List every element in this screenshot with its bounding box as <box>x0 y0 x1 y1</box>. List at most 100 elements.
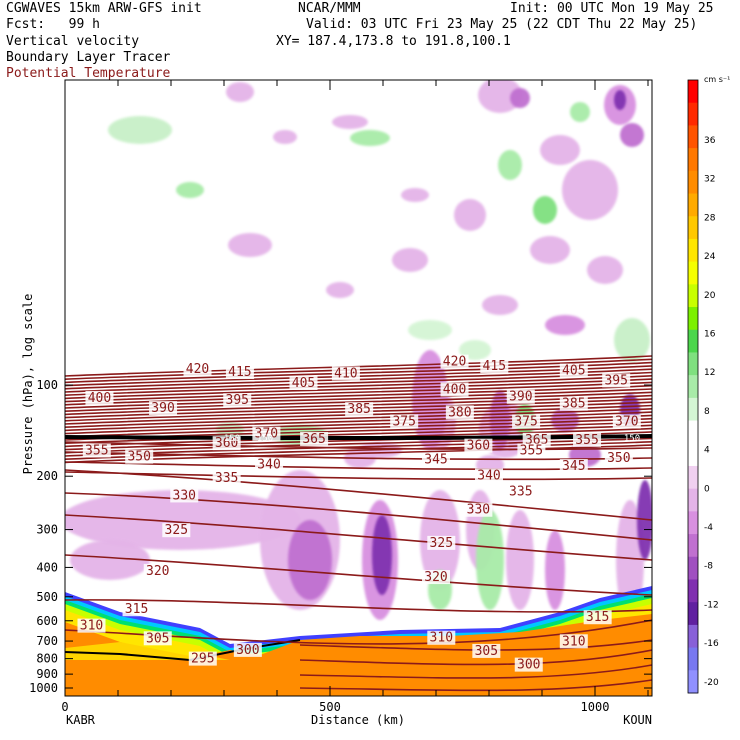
theta-label-bg <box>440 382 469 397</box>
theta-contour <box>299 649 652 666</box>
theta-label: 370 <box>255 427 278 442</box>
theta-label: 325 <box>165 523 188 538</box>
theta-contour <box>65 514 652 561</box>
theta-label: 335 <box>509 484 532 499</box>
w-field-cell <box>401 188 429 202</box>
colorbar-unit: cm s⁻¹ <box>704 75 730 84</box>
theta-label: 355 <box>85 443 108 458</box>
theta-label-bg <box>602 373 631 388</box>
theta-label: 350 <box>127 450 150 465</box>
header-init: Init: 00 UTC Mon 19 May 25 <box>510 1 714 16</box>
colorbar-tick-label: 0 <box>704 484 710 494</box>
theta-contour <box>65 492 652 541</box>
theta-label: 315 <box>586 610 609 625</box>
w-field-cell <box>108 116 172 144</box>
w-field-cell <box>288 520 332 600</box>
w-field-cell <box>326 282 354 298</box>
colorbar-swatch <box>688 579 698 603</box>
theta-label: 415 <box>483 359 506 374</box>
theta-label: 305 <box>146 631 169 646</box>
theta-label: 350 <box>607 451 630 466</box>
theta-contour <box>65 378 652 400</box>
colorbar-swatch <box>688 170 698 195</box>
theta-label-bg <box>212 436 241 451</box>
theta-label-bg <box>522 432 551 447</box>
theta-label-bg <box>162 523 191 538</box>
w-field-cell <box>614 318 650 362</box>
theta-contour <box>65 469 652 521</box>
colorbar-swatch <box>688 602 698 626</box>
theta-label-bg <box>223 393 252 408</box>
colorbar-tick-label: -8 <box>704 562 713 572</box>
theta-contour <box>299 679 652 692</box>
header-field-vertical-velocity: Vertical velocity <box>6 34 140 49</box>
theta-label: 310 <box>80 619 103 634</box>
w-field-cell <box>498 150 522 180</box>
header-model: CGWAVES 15km ARW-GFS init <box>6 1 202 16</box>
colorbar-tick-label: -4 <box>704 523 713 533</box>
theta-label: 300 <box>517 658 540 673</box>
w-field-cell <box>350 130 390 146</box>
theta-label-bg <box>559 363 588 378</box>
theta-label-bg <box>390 414 419 429</box>
tracer-layer <box>65 642 230 660</box>
colorbar-tick-label: 32 <box>704 175 715 185</box>
colorbar-swatch <box>688 80 698 104</box>
header-field-theta: Potential Temperature <box>6 66 171 81</box>
y-tick-label: 400 <box>36 560 58 574</box>
theta-label: 395 <box>226 393 249 408</box>
w-field-cell <box>332 115 368 129</box>
theta-label-bg <box>188 651 217 666</box>
w-field-cell <box>545 315 585 335</box>
theta-contour <box>65 441 652 451</box>
colorbar-tick-label: -20 <box>704 678 719 688</box>
y-tick-label: 800 <box>36 652 58 666</box>
colorbar-swatch <box>688 647 698 671</box>
theta-label: 420 <box>443 355 466 370</box>
w-field-cell <box>587 256 623 284</box>
theta-label: 405 <box>292 376 315 391</box>
theta-label: 330 <box>173 488 196 503</box>
y-tick-label: 300 <box>36 523 58 537</box>
theta-label: 395 <box>604 373 627 388</box>
theta-label-bg <box>514 657 543 672</box>
header-valid: Valid: 03 UTC Fri 23 May 25 (22 CDT Thu … <box>306 17 698 32</box>
w-field-cell <box>540 135 580 165</box>
colorbar-swatch <box>688 556 698 580</box>
x-tick-label: 500 <box>319 700 341 714</box>
theta-label-bg <box>464 438 493 453</box>
colorbar-swatch <box>688 352 698 376</box>
theta-label: 360 <box>215 436 238 451</box>
plot-frame <box>64 79 653 697</box>
theta-label-bg <box>512 414 541 429</box>
colorbar-tick-label: 36 <box>704 136 716 146</box>
theta-label-bg <box>422 452 450 467</box>
theta-label: 370 <box>615 415 638 430</box>
w-field-cell <box>454 199 486 231</box>
tropopause-label: 150 <box>624 434 640 444</box>
theta-label-bg <box>445 405 474 420</box>
theta-label-bg <box>559 634 588 649</box>
theta-contour <box>65 417 652 438</box>
x-axis-label: Distance (km) <box>311 713 405 727</box>
w-field-cell <box>372 515 392 595</box>
theta-label: 320 <box>424 570 447 585</box>
theta-contour <box>65 408 652 428</box>
theta-contour <box>65 381 652 403</box>
theta-contour <box>65 388 652 409</box>
colorbar-swatch <box>688 534 698 558</box>
w-field-cell <box>510 88 530 108</box>
theta-label: 410 <box>334 366 357 381</box>
theta-label: 420 <box>186 362 209 377</box>
right-endpoint: KOUN <box>623 713 652 727</box>
theta-label-bg <box>143 631 172 646</box>
theta-labels: 420 415 410 405 400 395 390 385 375 370 365 360 355 3… <box>77 354 641 673</box>
header-field-tracer: Boundary Layer Tracer <box>6 50 171 65</box>
header-xy: XY= 187.4,173.8 to 191.8,100.1 <box>276 34 511 49</box>
theta-contour <box>65 411 652 432</box>
theta-label-bg <box>170 488 199 503</box>
theta-label: 300 <box>236 643 259 658</box>
theta-label-bg <box>143 563 172 578</box>
w-field-cell <box>70 540 150 580</box>
w-field-cell <box>478 80 522 113</box>
